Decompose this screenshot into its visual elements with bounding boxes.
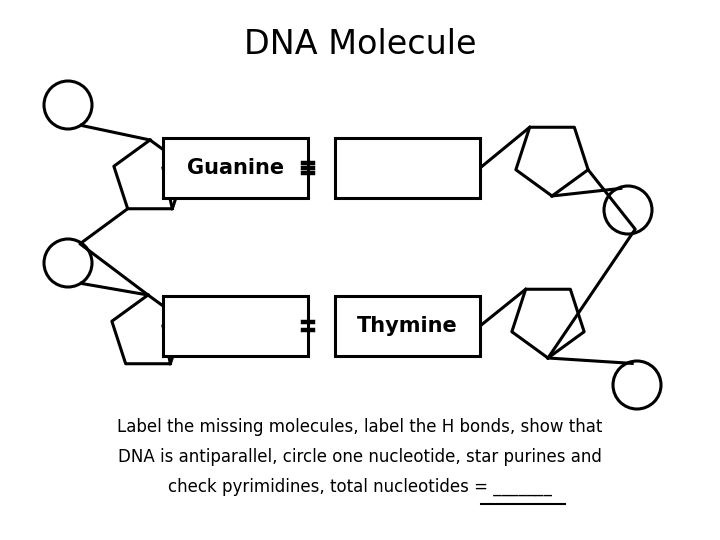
Text: DNA Molecule: DNA Molecule <box>244 28 476 61</box>
Text: Thymine: Thymine <box>357 316 458 336</box>
Bar <box>163 296 308 356</box>
Text: DNA is antiparallel, circle one nucleotide, star purines and: DNA is antiparallel, circle one nucleoti… <box>118 448 602 466</box>
Text: Guanine: Guanine <box>187 158 284 178</box>
Bar <box>335 138 480 198</box>
Text: check pyrimidines, total nucleotides = _______: check pyrimidines, total nucleotides = _… <box>168 478 552 496</box>
Text: Label the missing molecules, label the H bonds, show that: Label the missing molecules, label the H… <box>117 418 603 436</box>
Bar <box>163 138 308 198</box>
Bar <box>335 296 480 356</box>
